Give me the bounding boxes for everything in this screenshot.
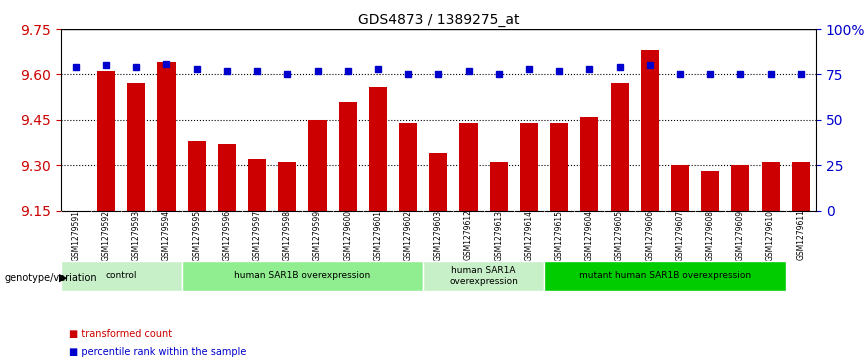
Text: human SAR1A
overexpression: human SAR1A overexpression	[450, 266, 518, 286]
Text: GSM1279615: GSM1279615	[555, 209, 563, 261]
Bar	[459, 123, 477, 211]
Bar	[97, 72, 115, 211]
Bar	[671, 165, 689, 211]
Text: GSM1279614: GSM1279614	[524, 209, 534, 261]
Bar	[550, 123, 569, 211]
Bar	[128, 83, 145, 211]
Bar	[761, 162, 779, 211]
Text: mutant human SAR1B overexpression: mutant human SAR1B overexpression	[579, 272, 751, 280]
Text: ▶: ▶	[59, 273, 68, 283]
Text: GSM1279605: GSM1279605	[615, 209, 624, 261]
Text: GSM1279595: GSM1279595	[192, 209, 201, 261]
Text: GSM1279597: GSM1279597	[253, 209, 261, 261]
FancyBboxPatch shape	[61, 261, 181, 290]
Bar	[157, 62, 175, 211]
Text: GSM1279600: GSM1279600	[343, 209, 352, 261]
Text: GSM1279612: GSM1279612	[464, 209, 473, 261]
Bar	[218, 144, 236, 211]
Text: GSM1279607: GSM1279607	[675, 209, 685, 261]
Text: control: control	[105, 272, 137, 280]
Text: GSM1279598: GSM1279598	[283, 209, 292, 261]
Text: GSM1279610: GSM1279610	[766, 209, 775, 261]
Bar	[701, 171, 720, 211]
Bar	[369, 86, 387, 211]
Bar	[248, 159, 266, 211]
Bar	[399, 123, 418, 211]
Bar	[792, 162, 810, 211]
Text: GSM1279596: GSM1279596	[222, 209, 232, 261]
Text: ■ transformed count: ■ transformed count	[69, 329, 173, 339]
Bar	[581, 117, 598, 211]
Text: GSM1279606: GSM1279606	[645, 209, 654, 261]
Bar	[520, 123, 538, 211]
Text: GSM1279592: GSM1279592	[102, 209, 110, 261]
FancyBboxPatch shape	[181, 261, 424, 290]
Text: GSM1279603: GSM1279603	[434, 209, 443, 261]
Bar	[641, 50, 659, 211]
Bar	[308, 120, 326, 211]
Text: GSM1279594: GSM1279594	[162, 209, 171, 261]
Bar	[610, 83, 628, 211]
Text: GSM1279593: GSM1279593	[132, 209, 141, 261]
Bar	[490, 162, 508, 211]
Text: human SAR1B overexpression: human SAR1B overexpression	[234, 272, 371, 280]
Title: GDS4873 / 1389275_at: GDS4873 / 1389275_at	[358, 13, 519, 26]
Text: GSM1279613: GSM1279613	[494, 209, 503, 261]
Text: GSM1279609: GSM1279609	[736, 209, 745, 261]
Bar	[430, 153, 447, 211]
Bar	[339, 102, 357, 211]
Text: GSM1279608: GSM1279608	[706, 209, 714, 261]
Text: ■ percentile rank within the sample: ■ percentile rank within the sample	[69, 347, 247, 357]
FancyBboxPatch shape	[544, 261, 786, 290]
Bar	[279, 162, 296, 211]
FancyBboxPatch shape	[424, 261, 544, 290]
Text: genotype/variation: genotype/variation	[4, 273, 97, 283]
Text: GSM1279601: GSM1279601	[373, 209, 383, 261]
Text: GSM1279591: GSM1279591	[71, 209, 81, 261]
Text: GSM1279604: GSM1279604	[585, 209, 594, 261]
Text: GSM1279602: GSM1279602	[404, 209, 412, 261]
Text: GSM1279611: GSM1279611	[796, 209, 806, 261]
Text: GSM1279599: GSM1279599	[313, 209, 322, 261]
Bar	[187, 141, 206, 211]
Bar	[732, 165, 749, 211]
